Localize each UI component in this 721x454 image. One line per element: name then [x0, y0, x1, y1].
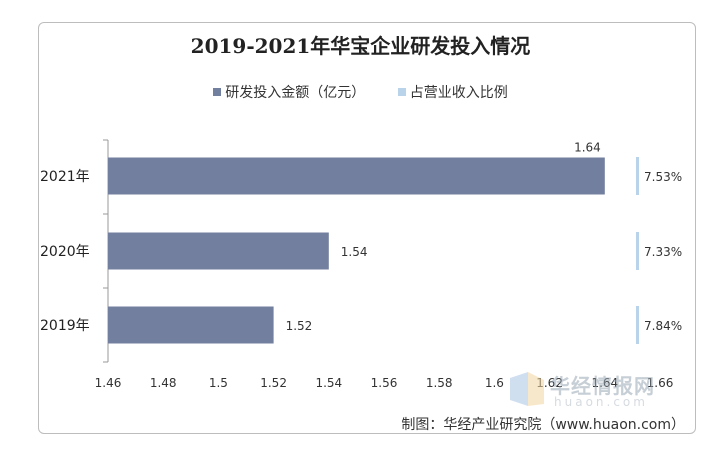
watermark: 华经情报网 huaon.com — [506, 368, 676, 412]
source-note: 制图：华经产业研究院（www.huaon.com） — [401, 417, 685, 433]
x-tick-label-9: 1.64 — [591, 376, 618, 390]
watermark-logo-icon — [510, 372, 544, 406]
chart-card — [38, 22, 696, 434]
legend-label-amount: 研发投入金额（亿元） — [225, 85, 366, 101]
watermark-sub: huaon.com — [554, 395, 648, 409]
bar-value-label-1: 1.54 — [341, 245, 368, 259]
ratio-marker-0 — [636, 157, 639, 195]
chart-title: 2019-2021年华宝企业研发投入情况 — [190, 34, 531, 58]
bar-2 — [108, 306, 274, 344]
ratio-marker-2 — [636, 306, 639, 344]
x-tick-label-10: 1.66 — [647, 376, 674, 390]
ratio-value-label-1: 7.33% — [644, 245, 682, 259]
x-tick-label-1: 1.48 — [150, 376, 177, 390]
category-label-0: 2021年 — [40, 169, 90, 185]
bar-value-label-2: 1.52 — [286, 319, 313, 333]
bar-value-label-0: 1.64 — [574, 141, 601, 155]
x-tick-label-6: 1.58 — [426, 376, 453, 390]
x-tick-label-5: 1.56 — [371, 376, 398, 390]
bar-0 — [108, 157, 605, 195]
x-tick-label-3: 1.52 — [260, 376, 287, 390]
legend: 研发投入金额（亿元） 占营业收入比例 — [0, 82, 721, 102]
category-label-2: 2019年 — [40, 318, 90, 334]
x-tick-label-0: 1.46 — [95, 376, 122, 390]
ratio-value-label-0: 7.53% — [644, 170, 682, 184]
watermark-text: 华经情报网 — [550, 374, 655, 398]
category-label-1: 2020年 — [40, 244, 90, 260]
legend-item-ratio: 占营业收入比例 — [397, 82, 508, 102]
ratio-marker-1 — [636, 232, 639, 270]
bar-1 — [108, 232, 329, 270]
legend-swatch-amount — [213, 88, 222, 96]
legend-item-amount: 研发投入金额（亿元） — [213, 82, 365, 102]
x-tick-label-2: 1.5 — [209, 376, 228, 390]
legend-swatch-ratio — [397, 88, 406, 96]
x-tick-label-7: 1.6 — [485, 376, 504, 390]
x-tick-label-4: 1.54 — [315, 376, 342, 390]
ratio-value-label-2: 7.84% — [644, 319, 682, 333]
legend-label-ratio: 占营业收入比例 — [409, 85, 508, 101]
